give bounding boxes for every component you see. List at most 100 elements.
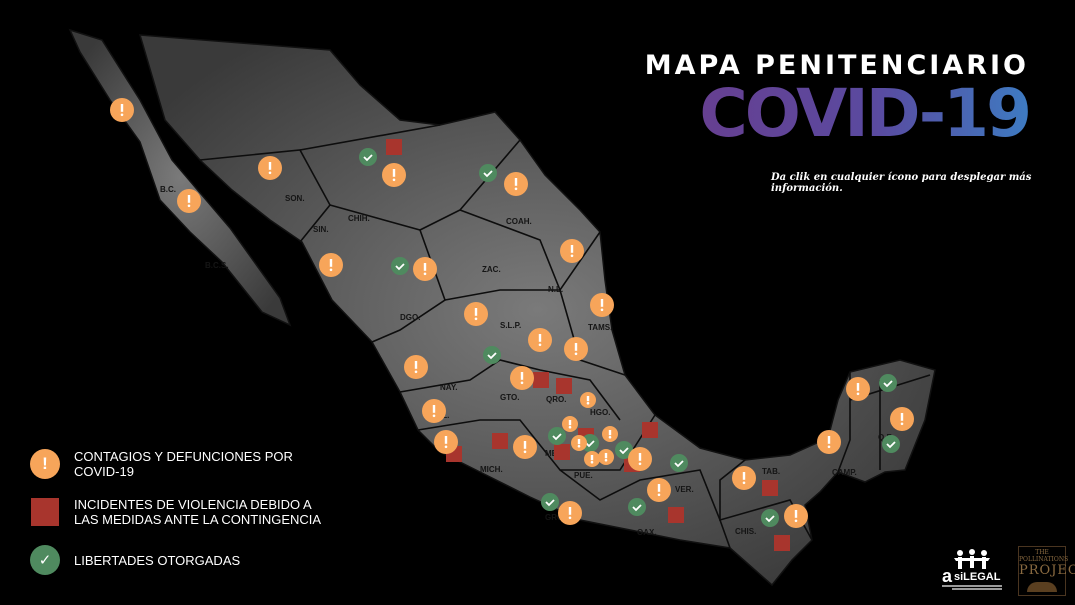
state-label: NAY.	[440, 383, 458, 392]
state-label: SON.	[285, 194, 305, 203]
check-icon	[883, 380, 893, 388]
release-marker[interactable]	[761, 509, 779, 527]
legend-item-contagios: ! CONTAGIOS Y DEFUNCIONES POR COVID-19	[30, 440, 324, 488]
violence-incident-marker[interactable]	[762, 480, 778, 496]
covid-case-marker[interactable]	[558, 501, 582, 525]
covid-case-marker[interactable]	[528, 328, 552, 352]
check-icon	[619, 447, 629, 455]
state-label: B.C.S.	[205, 261, 229, 270]
asilegal-logo: a siLEGAL	[940, 548, 1004, 592]
covid-case-marker[interactable]	[628, 447, 652, 471]
pollinations-project-logo: THE POLLINATIONS PROJECT	[1018, 546, 1075, 596]
exclamation-icon	[523, 441, 527, 449]
state-label: CAMP.	[832, 468, 857, 477]
state-label: B.C.	[160, 185, 176, 194]
exclamation-icon	[514, 178, 518, 186]
exclamation-icon	[414, 361, 418, 369]
alert-icon: !	[30, 449, 60, 479]
covid-case-marker[interactable]	[890, 407, 914, 431]
state-label: CHIS.	[735, 527, 756, 536]
covid-case-marker[interactable]	[602, 426, 618, 442]
legend-label: INCIDENTES DE VIOLENCIA DEBIDO A LAS MED…	[74, 497, 322, 527]
exclamation-icon	[187, 195, 191, 203]
state-label: TAMS.	[588, 323, 612, 332]
exclamation-icon	[604, 453, 608, 459]
mainland	[138, 34, 936, 587]
release-marker[interactable]	[628, 498, 646, 516]
release-marker[interactable]	[670, 454, 688, 472]
covid-case-marker[interactable]	[404, 355, 428, 379]
violence-incident-marker[interactable]	[554, 444, 570, 460]
covid-case-marker[interactable]	[258, 156, 282, 180]
covid-case-marker[interactable]	[571, 435, 587, 451]
square-icon	[31, 498, 59, 526]
covid-case-marker[interactable]	[504, 172, 528, 196]
check-icon	[545, 499, 555, 507]
covid-case-marker[interactable]	[110, 98, 134, 122]
release-marker[interactable]	[615, 441, 633, 459]
covid-case-marker[interactable]	[590, 293, 614, 317]
release-marker[interactable]	[483, 346, 501, 364]
covid-case-marker[interactable]	[732, 466, 756, 490]
covid-case-marker[interactable]	[564, 337, 588, 361]
exclamation-icon	[474, 308, 478, 316]
exclamation-icon	[574, 343, 578, 351]
release-marker[interactable]	[479, 164, 497, 182]
exclamation-icon	[856, 383, 860, 391]
violence-incident-marker[interactable]	[386, 139, 402, 155]
covid-case-marker[interactable]	[319, 253, 343, 277]
state-label: OAX.	[637, 528, 657, 537]
release-marker[interactable]	[548, 427, 566, 445]
exclamation-icon	[590, 455, 594, 461]
exclamation-icon	[329, 259, 333, 267]
exclamation-icon	[570, 245, 574, 253]
legend-item-violencia: INCIDENTES DE VIOLENCIA DEBIDO A LAS MED…	[30, 488, 324, 536]
violence-incident-marker[interactable]	[492, 433, 508, 449]
covid-case-marker[interactable]	[413, 257, 437, 281]
exclamation-icon	[392, 169, 396, 177]
covid-case-marker[interactable]	[598, 449, 614, 465]
violence-incident-marker[interactable]	[774, 535, 790, 551]
check-icon	[585, 440, 595, 448]
covid-case-marker[interactable]	[382, 163, 406, 187]
covid-case-marker[interactable]	[464, 302, 488, 326]
violence-incident-marker[interactable]	[668, 507, 684, 523]
violence-incident-marker[interactable]	[642, 422, 658, 438]
release-marker[interactable]	[879, 374, 897, 392]
exclamation-icon	[520, 372, 524, 380]
state-label: SIN.	[313, 225, 329, 234]
violence-incident-marker[interactable]	[533, 372, 549, 388]
release-marker[interactable]	[541, 493, 559, 511]
covid-case-marker[interactable]	[562, 416, 578, 432]
check-icon	[674, 460, 684, 468]
violence-incident-marker[interactable]	[556, 378, 572, 394]
state-label: DGO.	[400, 313, 420, 322]
covid-case-marker[interactable]	[647, 478, 671, 502]
covid-case-marker[interactable]	[784, 504, 808, 528]
covid-case-marker[interactable]	[513, 435, 537, 459]
exclamation-icon	[638, 453, 642, 461]
release-marker[interactable]	[391, 257, 409, 275]
covid-case-marker[interactable]	[846, 377, 870, 401]
release-marker[interactable]	[882, 435, 900, 453]
check-icon	[363, 154, 373, 162]
exclamation-icon	[794, 510, 798, 518]
exclamation-icon	[577, 439, 581, 445]
covid-case-marker[interactable]	[584, 451, 600, 467]
state-label: N.L.	[548, 285, 563, 294]
covid-case-marker[interactable]	[817, 430, 841, 454]
exclamation-icon	[586, 396, 590, 402]
covid-case-marker[interactable]	[422, 399, 446, 423]
covid-case-marker[interactable]	[510, 366, 534, 390]
covid-case-marker[interactable]	[560, 239, 584, 263]
check-icon	[632, 504, 642, 512]
check-icon	[483, 170, 493, 178]
check-icon	[552, 433, 562, 441]
release-marker[interactable]	[359, 148, 377, 166]
covid-case-marker[interactable]	[434, 430, 458, 454]
state-label: QRO.	[546, 395, 566, 404]
covid-case-marker[interactable]	[177, 189, 201, 213]
covid-case-marker[interactable]	[580, 392, 596, 408]
svg-text:siLEGAL: siLEGAL	[954, 571, 1001, 583]
